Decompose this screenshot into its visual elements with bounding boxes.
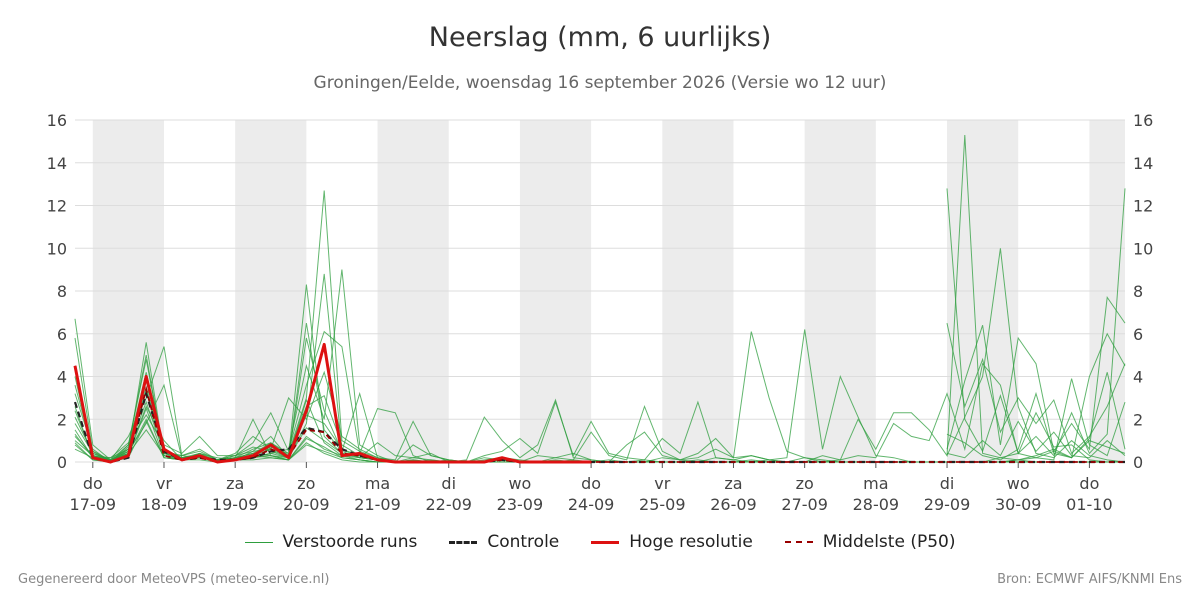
footer-generated-by[interactable]: Gegenereerd door MeteoVPS (meteo-service… xyxy=(18,572,330,587)
y-tick-label-left: 4 xyxy=(57,368,67,387)
ensemble-run-line xyxy=(946,372,1126,461)
y-tick-label-left: 10 xyxy=(47,239,67,258)
legend-label-median: Middelste (P50) xyxy=(822,532,956,552)
legend-label-control: Controle xyxy=(487,532,560,552)
legend-item-ensemble[interactable]: Verstoorde runs xyxy=(244,532,418,552)
y-tick-label-left: 0 xyxy=(57,453,67,472)
x-tick-label-date: 30-09 xyxy=(995,495,1042,514)
x-tick-label-day: za xyxy=(226,474,244,493)
y-tick-label-right: 10 xyxy=(1133,239,1153,258)
legend-item-median[interactable]: Middelste (P50) xyxy=(784,532,956,552)
y-tick-label-right: 2 xyxy=(1133,410,1143,429)
x-tick-label-date: 22-09 xyxy=(425,495,472,514)
x-tick-label-date: 01-10 xyxy=(1066,495,1113,514)
x-tick-label-day: ma xyxy=(365,474,390,493)
x-tick-label-date: 25-09 xyxy=(639,495,686,514)
ensemble-run-line xyxy=(946,322,1126,455)
x-tick-label-day: do xyxy=(581,474,601,493)
x-tick-label-day: vr xyxy=(654,474,670,493)
x-tick-label-date: 23-09 xyxy=(497,495,544,514)
x-tick-label-day: za xyxy=(724,474,742,493)
x-tick-label-day: ma xyxy=(863,474,888,493)
x-tick-label-date: 17-09 xyxy=(70,495,117,514)
y-tick-label-left: 16 xyxy=(47,111,67,130)
y-tick-label-right: 0 xyxy=(1133,453,1143,472)
x-tick-label-date: 24-09 xyxy=(568,495,615,514)
legend-item-high-res[interactable]: Hoge resolutie xyxy=(591,532,753,552)
x-tick-label-day: wo xyxy=(1007,474,1030,493)
y-axis-ticks: 0 0 2 2 4 4 6 6 8 8 10 10 12 12 14 14 16 16 xyxy=(47,111,1154,472)
x-tick-label-date: 18-09 xyxy=(141,495,188,514)
x-tick-label-day: di xyxy=(940,474,955,493)
legend-item-control[interactable]: Controle xyxy=(449,532,559,552)
footer-source: Bron: ECMWF AIFS/KNMI Ens xyxy=(997,572,1182,587)
x-tick-label-day: do xyxy=(1079,474,1099,493)
x-tick-label-date: 20-09 xyxy=(283,495,330,514)
x-tick-label-day: do xyxy=(83,474,103,493)
y-tick-label-left: 12 xyxy=(47,197,67,216)
legend-label-ensemble: Verstoorde runs xyxy=(282,532,418,552)
legend-swatch-high-res xyxy=(591,540,620,544)
main-series xyxy=(73,342,1125,464)
y-tick-label-right: 12 xyxy=(1133,197,1153,216)
y-tick-label-left: 14 xyxy=(47,154,67,173)
x-tick-label-date: 29-09 xyxy=(924,495,971,514)
y-tick-label-left: 8 xyxy=(57,282,67,301)
chart-title: Neerslag (mm, 6 uurlijks) xyxy=(428,22,772,53)
x-tick-label-day: zo xyxy=(297,474,315,493)
ensemble-run-line xyxy=(946,248,1126,463)
x-tick-label-date: 28-09 xyxy=(853,495,900,514)
ensemble-run-line xyxy=(946,420,1126,459)
legend-label-high-res: Hoge resolutie xyxy=(629,532,753,552)
x-tick-label-day: wo xyxy=(508,474,531,493)
chart-legend: Verstoorde runs Controle Hoge resolutie … xyxy=(0,529,1200,555)
x-tick-label-day: zo xyxy=(796,474,814,493)
y-tick-label-right: 8 xyxy=(1133,282,1143,301)
x-axis-ticks: do 17-09 vr 18-09 za 19-09 zo 20-09 ma 21-09 di 22-… xyxy=(70,462,1113,514)
y-tick-label-right: 16 xyxy=(1133,111,1153,130)
x-tick-label-day: di xyxy=(441,474,456,493)
y-tick-label-left: 6 xyxy=(57,325,67,344)
x-tick-label-day: vr xyxy=(156,474,172,493)
x-tick-label-date: 21-09 xyxy=(354,495,401,514)
x-tick-label-date: 19-09 xyxy=(212,495,259,514)
legend-swatch-ensemble xyxy=(244,541,273,543)
median-line xyxy=(74,365,1125,463)
ensemble-run-line xyxy=(946,325,1126,459)
x-tick-label-date: 26-09 xyxy=(710,495,757,514)
y-tick-label-right: 14 xyxy=(1133,154,1153,173)
y-tick-label-left: 2 xyxy=(57,410,67,429)
y-tick-label-right: 6 xyxy=(1133,325,1143,344)
x-tick-label-date: 27-09 xyxy=(781,495,828,514)
y-tick-label-right: 4 xyxy=(1133,368,1143,387)
chart-subtitle: Groningen/Eelde, woensdag 16 september 2… xyxy=(313,73,887,93)
ensemble-run-line xyxy=(946,188,1126,461)
legend-swatch-control xyxy=(449,540,478,544)
legend-swatch-median xyxy=(784,541,813,543)
high-res-line xyxy=(73,342,592,464)
